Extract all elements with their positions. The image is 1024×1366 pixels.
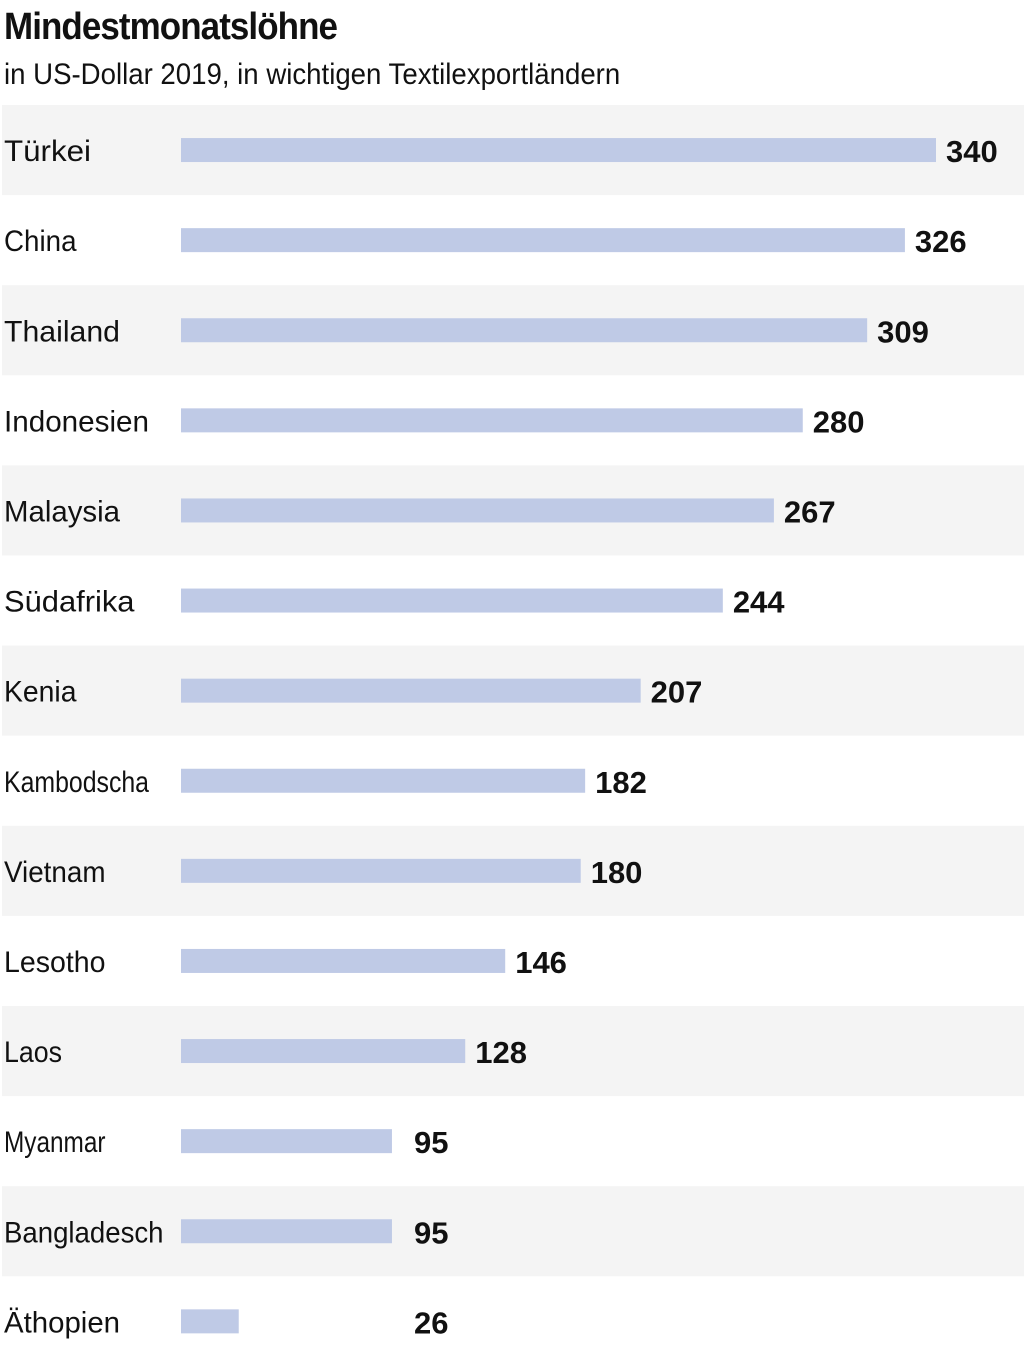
value-label: 340 [946,134,998,169]
value-label: 309 [877,314,929,349]
category-label: Bangladesch [4,1216,164,1249]
value-label: 146 [515,945,567,980]
category-label: Lesotho [4,946,106,979]
bar-chart: Türkei 340 China 326 Thailand 309 Indonesien 28… [2,105,1024,1340]
row-stripe [2,1006,1024,1097]
value-label: 95 [414,1215,448,1250]
bar [181,1039,466,1064]
bar [181,498,774,523]
category-label: China [4,225,77,258]
bar [181,858,581,883]
category-label: Vietnam [4,856,106,889]
bar [181,768,586,793]
bar [181,1129,392,1154]
category-label: Kambodscha [4,766,149,799]
value-label: 267 [784,494,836,529]
category-label: Laos [4,1036,62,1069]
category-label: Malaysia [4,495,120,528]
chart-subtitle: in US-Dollar 2019, in wichtigen Textilex… [4,58,621,91]
bar [181,138,936,163]
category-label: Türkei [4,135,91,168]
bar [181,588,723,613]
bar [181,1309,239,1334]
value-label: 182 [595,765,647,800]
bar [181,408,803,433]
category-label: Südafrika [4,586,135,619]
category-label: Kenia [4,676,77,709]
category-label: Äthopien [4,1306,120,1339]
value-label: 128 [475,1035,527,1070]
bar [181,948,506,973]
value-label: 95 [414,1125,448,1160]
category-label: Myanmar [4,1126,106,1159]
bar [181,678,641,703]
row-stripe [2,1186,1024,1277]
bar [181,228,905,253]
bar [181,1219,392,1244]
chart-title: Mindestmonatslöhne [4,6,338,48]
category-label: Thailand [4,315,120,348]
value-label: 180 [591,855,643,890]
bar [181,318,868,343]
value-label: 26 [414,1305,448,1340]
value-label: 326 [915,224,967,259]
value-label: 244 [733,585,785,620]
value-label: 207 [651,675,703,710]
category-label: Indonesien [4,405,149,438]
value-label: 280 [813,404,865,439]
